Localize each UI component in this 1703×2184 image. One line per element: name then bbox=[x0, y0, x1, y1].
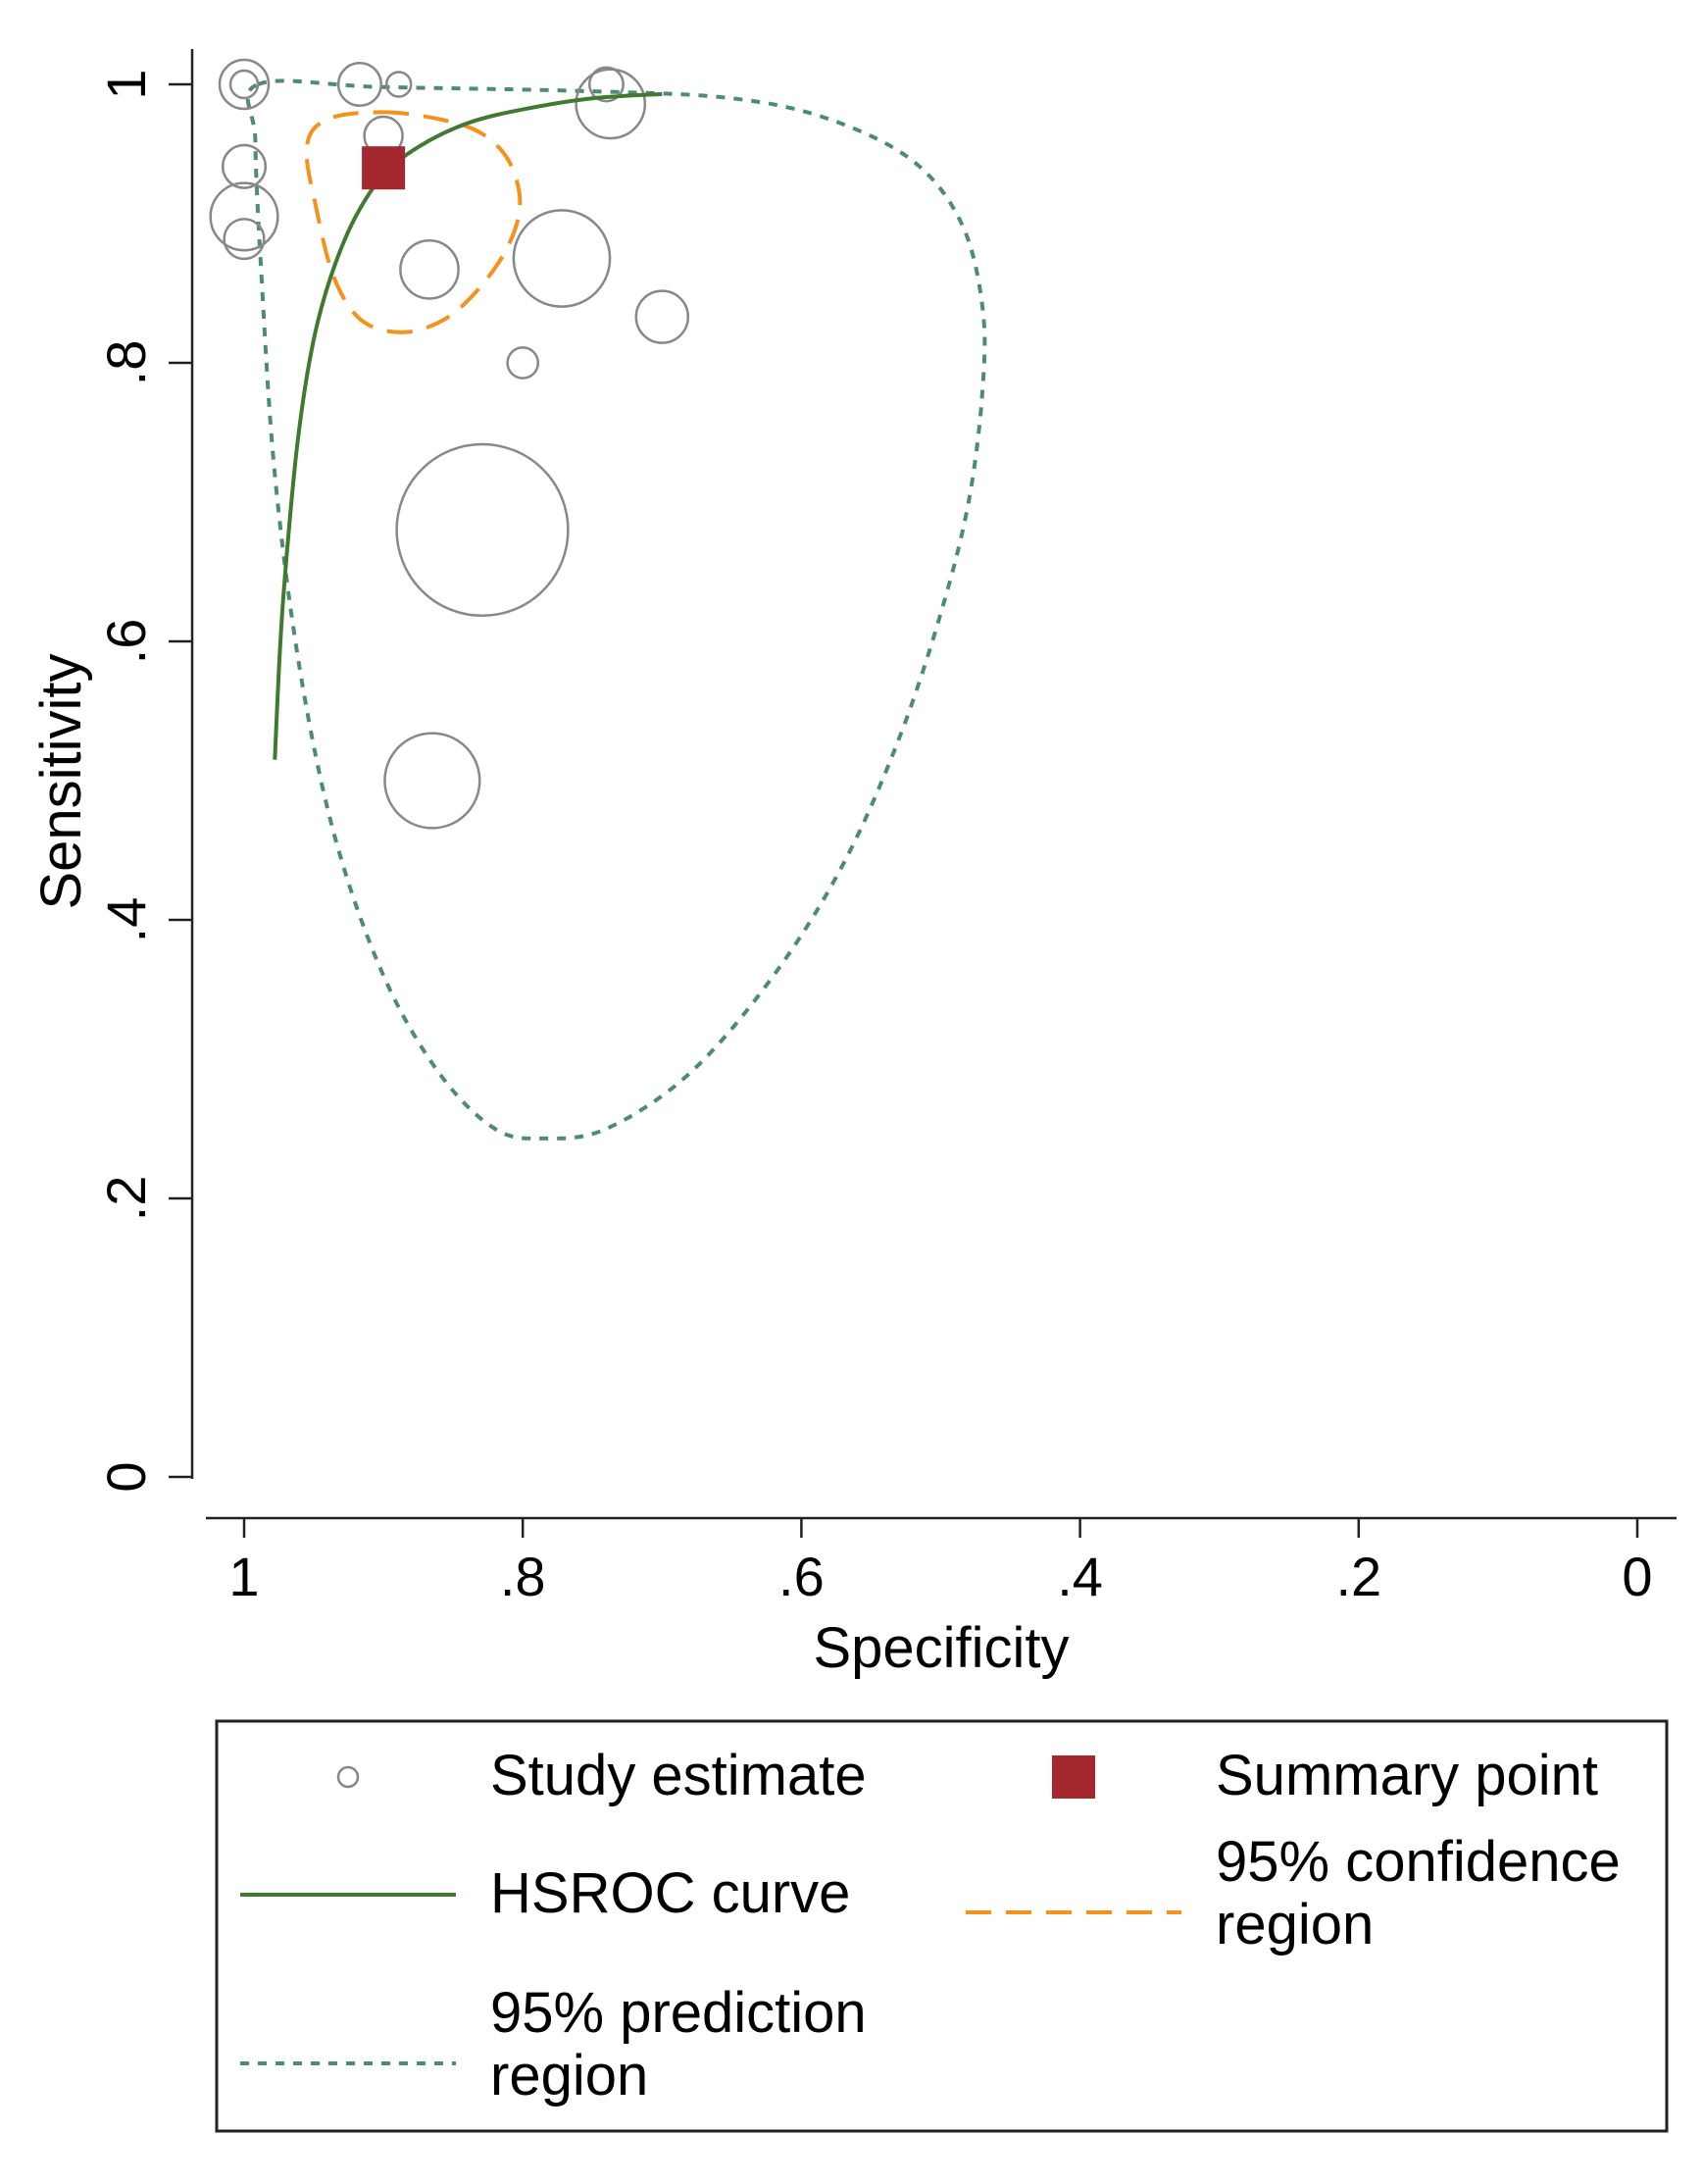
x-tick-label: .2 bbox=[1335, 1546, 1381, 1607]
legend-entry-study: Study estimate bbox=[336, 1744, 867, 1807]
x-tick-label: .8 bbox=[500, 1546, 546, 1607]
study-estimate-bubble bbox=[399, 239, 460, 300]
legend-label: 95% prediction bbox=[490, 1981, 867, 2045]
prediction-region-path bbox=[245, 78, 987, 1141]
y-axis-title: Sensitivity bbox=[29, 653, 93, 909]
study-estimate-bubble bbox=[209, 181, 279, 252]
study-estimate-bubble bbox=[228, 69, 260, 100]
study-estimate-bubble bbox=[575, 68, 647, 140]
legend-entry-hsroc: HSROC curve bbox=[240, 1861, 850, 1925]
study-estimate-bubble bbox=[395, 442, 570, 618]
legend: Study estimate Summary point HSROC curve 95… bbox=[240, 1744, 1621, 2108]
legend-label: HSROC curve bbox=[490, 1861, 850, 1925]
legend-label: 95% confidence bbox=[1216, 1830, 1621, 1894]
study-estimate-bubble bbox=[512, 209, 612, 308]
study-estimate-bubble bbox=[506, 346, 540, 380]
study-estimate-bubble bbox=[218, 58, 271, 111]
y-tick-label: .8 bbox=[95, 340, 157, 386]
study-estimate-bubble bbox=[221, 143, 268, 189]
study-estimate-bubble bbox=[634, 289, 690, 344]
legend-label: Summary point bbox=[1216, 1744, 1598, 1807]
hsroc-curve-path bbox=[273, 91, 663, 760]
confidence-region-path bbox=[304, 110, 523, 334]
y-tick-label: .4 bbox=[95, 897, 157, 943]
study-estimate-bubble bbox=[223, 218, 266, 261]
plot-marks bbox=[209, 58, 987, 1141]
y-tick-label: .6 bbox=[95, 619, 157, 665]
x-axis-title: Specificity bbox=[813, 1616, 1069, 1680]
legend-label: region bbox=[490, 2044, 648, 2108]
study-estimate-bubble bbox=[384, 71, 413, 98]
legend-study-symbol bbox=[336, 1765, 360, 1789]
x-tick-label: .4 bbox=[1057, 1546, 1103, 1607]
x-tick-label: 1 bbox=[228, 1546, 259, 1607]
x-tick-label: 0 bbox=[1622, 1546, 1652, 1607]
summary-point-marker bbox=[362, 146, 406, 190]
legend-label: Study estimate bbox=[490, 1744, 867, 1807]
legend-box bbox=[215, 1719, 1669, 2133]
y-ticks: 0 .2 .4 .6 .8 1 bbox=[95, 69, 192, 1493]
legend-summary-symbol bbox=[1052, 1755, 1095, 1799]
x-ticks: 1 .8 .6 .4 .2 0 bbox=[228, 1518, 1653, 1607]
y-tick-label: .2 bbox=[95, 1176, 157, 1222]
legend-label: region bbox=[1216, 1893, 1374, 1956]
y-tick-label: 1 bbox=[95, 69, 157, 99]
study-estimate-bubble bbox=[336, 61, 382, 108]
x-tick-label: .6 bbox=[778, 1546, 825, 1607]
legend-entry-summary: Summary point bbox=[1052, 1744, 1598, 1807]
study-estimate-bubble bbox=[383, 732, 481, 830]
y-tick-label: 0 bbox=[95, 1461, 157, 1492]
study-estimate-bubble bbox=[588, 66, 625, 103]
